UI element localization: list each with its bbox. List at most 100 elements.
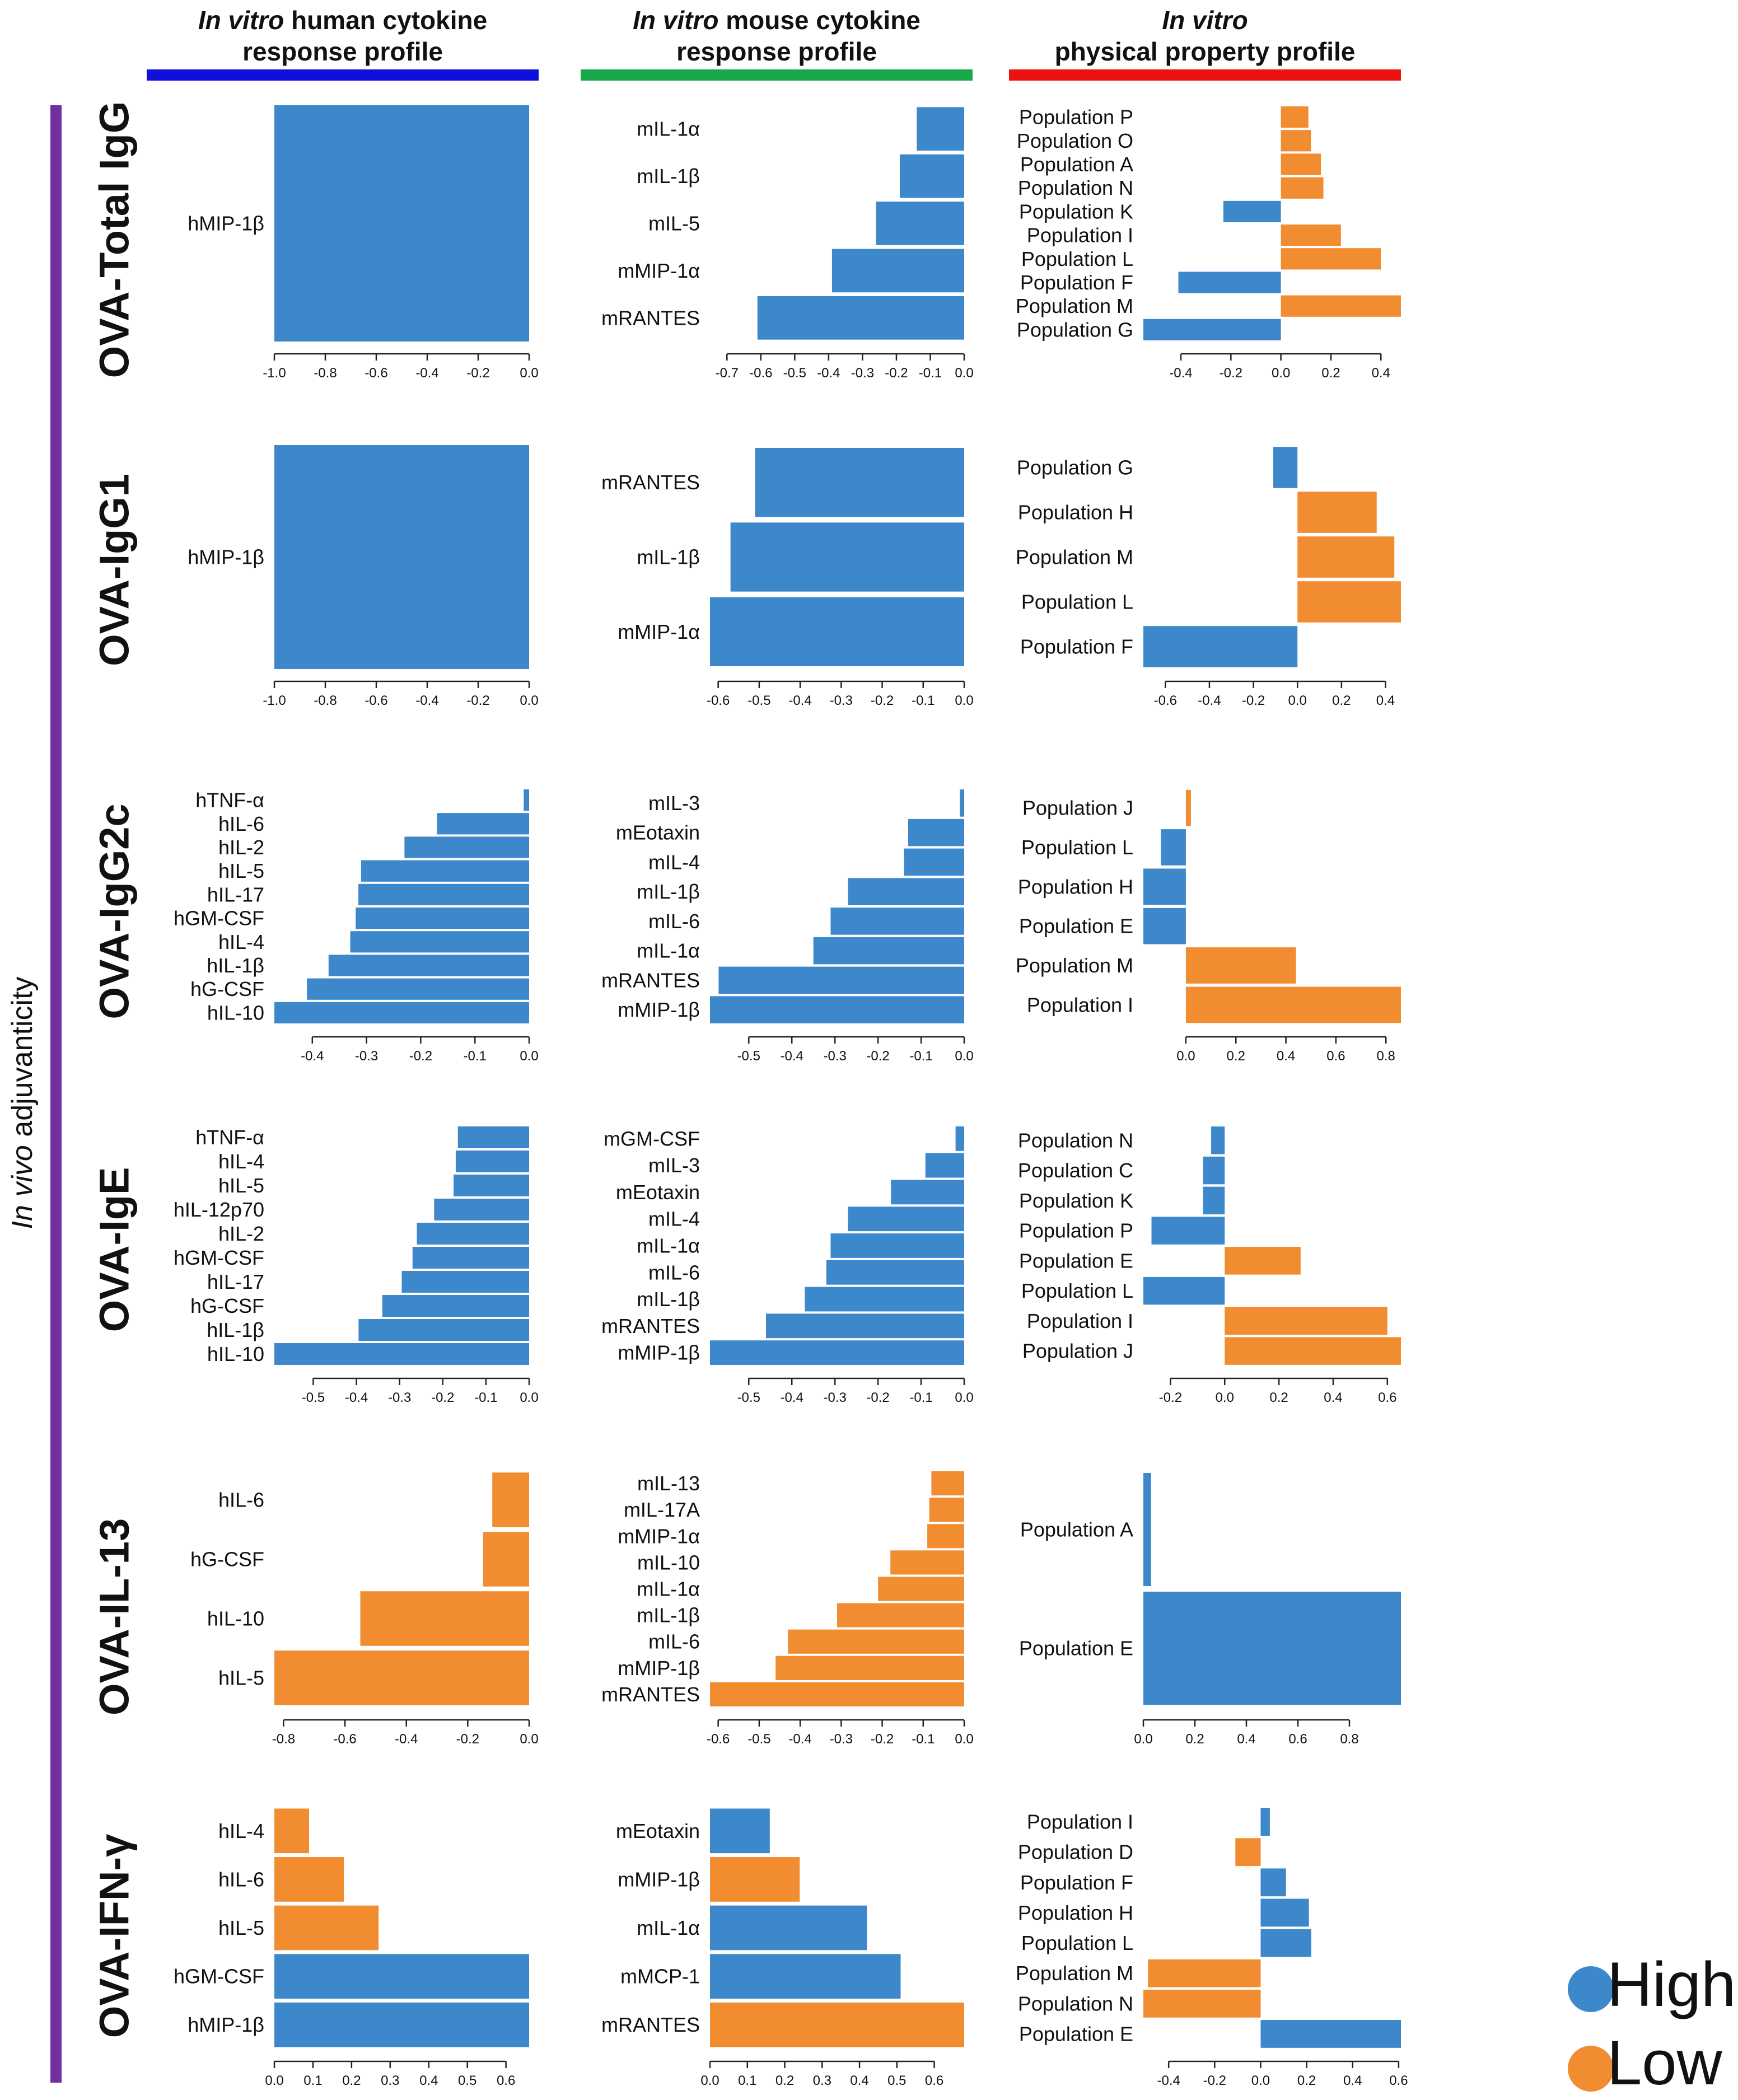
bar-population-f [1178, 272, 1281, 293]
category-label: mIL-1β [637, 1288, 700, 1311]
bar-mmip-1 [927, 1524, 964, 1549]
bar-mil-1 [730, 522, 964, 592]
tick-label: -0.3 [851, 366, 874, 381]
tick-label: -0.1 [919, 366, 942, 381]
category-label: hIL-4 [218, 1150, 264, 1173]
bar-mil-1 [899, 154, 964, 198]
bar-hil-2 [404, 836, 529, 858]
category-label: Population G [1017, 456, 1133, 479]
bar-mil-1 [830, 1233, 964, 1258]
bar-htnf [457, 1126, 529, 1148]
tick-label: -0.5 [747, 693, 770, 708]
tick-label: 0.4 [1277, 1049, 1295, 1064]
category-label: hIL-4 [218, 1820, 264, 1842]
tick-label: -0.2 [1203, 2073, 1226, 2088]
tick-label: -0.6 [1154, 693, 1177, 708]
category-label: hG-CSF [190, 1294, 264, 1317]
category-label: mMCP-1 [620, 1965, 700, 1988]
bar-hgm-csf [412, 1247, 529, 1269]
bar-mil-4 [848, 1206, 964, 1232]
bar-hg-csf [483, 1532, 529, 1587]
category-label: Population N [1018, 176, 1133, 199]
bar-hil-6 [492, 1472, 529, 1527]
bar-hil-2 [417, 1223, 529, 1245]
category-label: mMIP-1β [618, 1341, 700, 1364]
category-label: mIL-10 [637, 1551, 700, 1574]
bar-hgm-csf [356, 908, 529, 929]
tick-label: 0.0 [955, 1049, 973, 1064]
bar-population-h [1297, 492, 1377, 533]
tick-label: -0.5 [737, 1390, 760, 1405]
tick-label: -0.2 [466, 693, 489, 708]
category-label: mMIP-1α [618, 259, 700, 282]
category-label: Population P [1019, 106, 1133, 129]
bar-hmip-1 [274, 105, 529, 342]
category-label: mRANTES [601, 1315, 700, 1337]
category-label: Population I [1027, 1811, 1133, 1834]
chart-ova-ifn-human: hIL-4 hIL-6 hIL-5 hGM-CSF hMIP-1β 0.0 0.1 0.2 0.… [174, 1808, 529, 2088]
tick-label: -0.5 [747, 1732, 770, 1747]
category-label: hIL-4 [218, 930, 264, 953]
header-human: In vitro human cytokine response profile [147, 4, 539, 67]
tick-label: 0.0 [1216, 1390, 1234, 1405]
category-label: Population P [1019, 1219, 1133, 1242]
bar-mil-5 [876, 202, 964, 245]
bar-mmip-1 [710, 1340, 964, 1365]
tick-label: -0.3 [823, 1049, 846, 1064]
tick-label: -0.8 [314, 693, 337, 708]
category-label: hIL-5 [218, 1916, 264, 1939]
bar-mil-3 [960, 789, 964, 817]
tick-label: 0.4 [419, 2073, 438, 2088]
category-label: Population I [1027, 993, 1133, 1016]
tick-label: 0.0 [955, 366, 973, 381]
category-label: mIL-1α [637, 1916, 700, 1939]
bar-hg-csf [382, 1295, 529, 1317]
tick-label: -0.6 [749, 366, 772, 381]
category-label: mIL-4 [648, 850, 700, 873]
bar-meotaxin [891, 1180, 964, 1205]
category-label: hGM-CSF [174, 907, 264, 930]
tick-label: 0.6 [1389, 2073, 1408, 2088]
category-label: Population O [1017, 129, 1133, 152]
category-label: mMIP-1α [618, 620, 700, 643]
category-label: hIL-2 [218, 836, 264, 859]
bar-hil-6 [274, 1857, 344, 1902]
category-label: hIL-17 [207, 883, 264, 906]
bar-hil-10 [360, 1591, 529, 1646]
category-label: mIL-17A [624, 1498, 700, 1521]
category-label: mIL-6 [648, 910, 700, 933]
category-label: hIL-17 [207, 1270, 264, 1293]
category-label: mIL-3 [648, 1154, 700, 1177]
tick-label: 0.0 [1251, 2073, 1270, 2088]
bar-mil-1 [878, 1577, 964, 1601]
header-mouse-line2: response profile [676, 37, 877, 66]
bar-meotaxin [908, 819, 964, 846]
category-label: hIL-6 [218, 1489, 264, 1512]
bar-population-c [1203, 1156, 1225, 1185]
tick-label: -0.4 [415, 366, 438, 381]
bar-population-l [1161, 829, 1186, 866]
tick-label: 0.8 [1377, 1049, 1395, 1064]
header-human-line2: response profile [242, 37, 443, 66]
category-label: hIL-1β [207, 1318, 264, 1341]
tick-label: -0.1 [909, 1049, 932, 1064]
category-label: hMIP-1β [188, 212, 264, 235]
category-label: Population I [1027, 1309, 1133, 1332]
chart-ova-il-13-physical: Population A Population E 0.0 0.2 0.4 0.6 0.8 [1019, 1473, 1401, 1747]
bar-hil-5 [274, 1650, 529, 1705]
category-label: Population J [1022, 1340, 1133, 1363]
category-label: Population E [1019, 2022, 1133, 2045]
tick-label: -0.2 [866, 1390, 889, 1405]
legend-low-dot [1568, 2046, 1614, 2092]
tick-label: -0.3 [388, 1390, 411, 1405]
bar-population-h [1260, 1898, 1309, 1927]
category-label: hIL-10 [207, 1343, 264, 1365]
category-label: Population H [1018, 501, 1133, 524]
bar-hil-6 [437, 813, 529, 835]
category-label: Population E [1019, 1637, 1133, 1660]
category-label: Population H [1018, 875, 1133, 898]
tick-label: -0.4 [301, 1049, 324, 1064]
header-mouse-italic: In vitro [633, 6, 719, 35]
bar-mmip-1 [710, 996, 964, 1023]
bar-population-d [1235, 1838, 1261, 1867]
